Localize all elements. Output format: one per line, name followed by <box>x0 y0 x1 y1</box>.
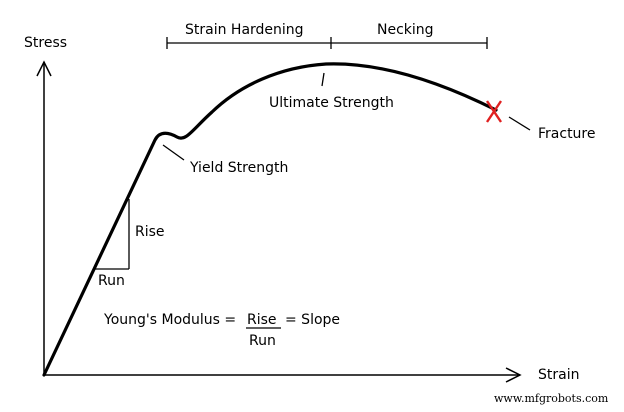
slope-triangle <box>95 199 130 270</box>
fracture-label: Fracture <box>538 126 596 142</box>
watermark-text: www.mfgrobots.com <box>494 392 609 405</box>
region-bracket <box>166 37 488 49</box>
ultimate-strength-label: Ultimate Strength <box>269 95 394 111</box>
yield-strength-label: Yield Strength <box>189 160 288 176</box>
x-axis <box>44 367 522 383</box>
fracture-marker <box>486 100 502 123</box>
rise-label: Rise <box>135 224 165 240</box>
run-label: Run <box>98 273 125 289</box>
y-axis-label: Stress <box>24 35 67 51</box>
yield-strength-leader <box>162 144 185 161</box>
necking-label: Necking <box>377 22 434 38</box>
x-axis-label: Strain <box>538 367 579 383</box>
y-axis <box>36 60 52 375</box>
formula-rhs: = Slope <box>285 312 340 328</box>
formula-numerator: Rise <box>247 312 277 328</box>
ultimate-strength-leader <box>321 72 325 87</box>
strain-hardening-label: Strain Hardening <box>185 22 304 38</box>
stress-strain-curve <box>42 62 498 377</box>
fracture-leader <box>508 116 531 131</box>
formula-denominator: Run <box>249 333 276 349</box>
formula-lhs: Young's Modulus = <box>103 312 236 328</box>
